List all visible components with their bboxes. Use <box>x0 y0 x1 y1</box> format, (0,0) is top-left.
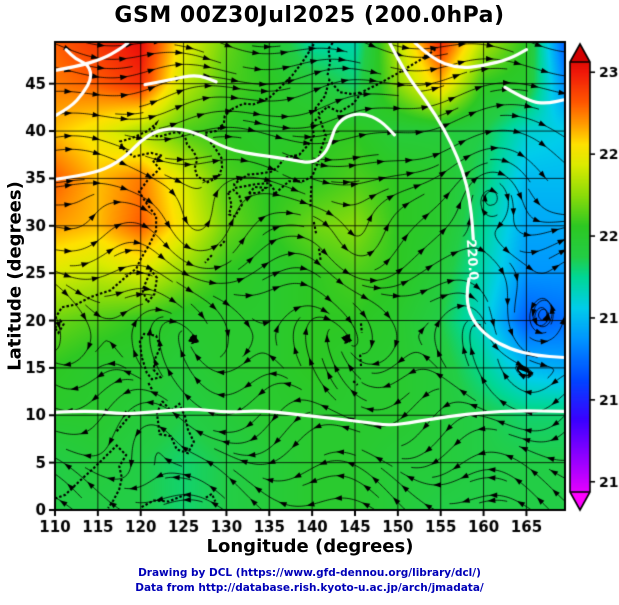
x-axis-label: Longitude (degrees) <box>206 536 414 557</box>
credit-line-data-source: Data from http://database.rish.kyoto-u.a… <box>135 582 484 594</box>
credit-line-dcl: Drawing by DCL (https://www.gfd-dennou.o… <box>138 567 481 579</box>
credits: Drawing by DCL (https://www.gfd-dennou.o… <box>0 566 619 596</box>
